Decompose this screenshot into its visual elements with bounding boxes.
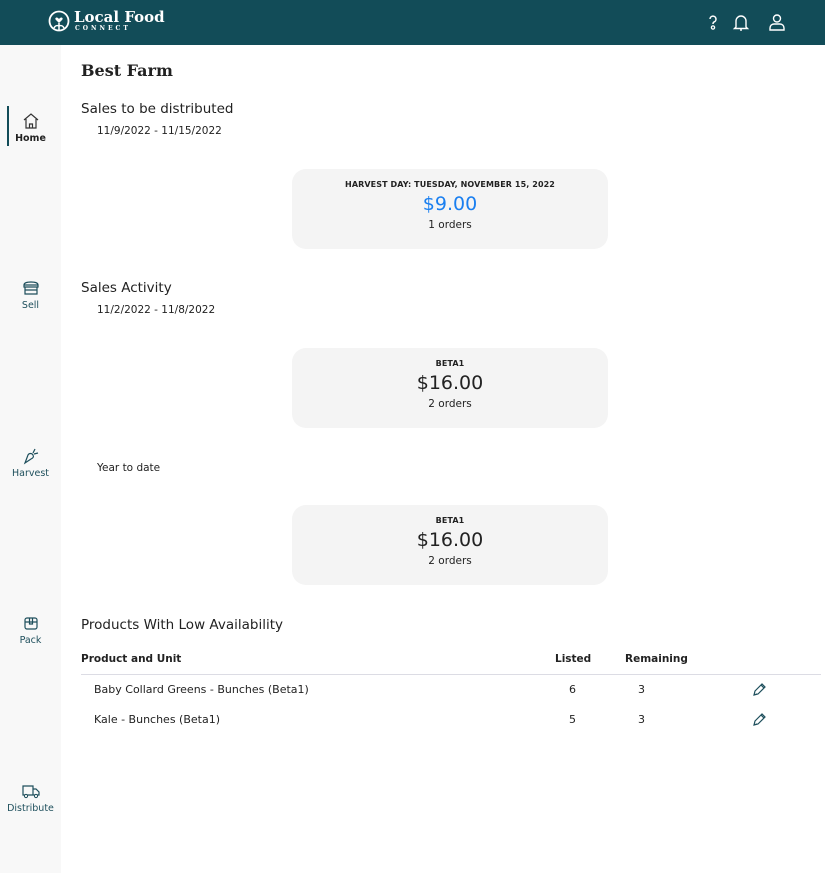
column-header-listed: Listed [555,653,592,665]
section-heading: Sales to be distributed [81,101,234,117]
bell-icon[interactable] [731,12,751,32]
divider [81,674,821,675]
home-icon [23,113,38,129]
sidebar-item-label: Distribute [7,803,54,814]
card-orders: 2 orders [428,398,472,410]
sidebar-item-home[interactable]: Home [0,106,61,146]
sidebar-item-label: Home [15,133,46,144]
sidebar: Home Sell Harvest Pack Distribute [0,45,61,873]
date-range: 11/9/2022 - 11/15/2022 [97,125,222,137]
card-label: BETA1 [435,516,465,525]
brand-sub: CONNECT [75,25,131,32]
page-title: Best Farm [81,61,173,80]
help-icon[interactable] [703,12,723,32]
card-amount: $16.00 [416,372,484,394]
listed-cell: 5 [569,713,576,726]
section-heading: Products With Low Availability [81,617,283,633]
card-orders: 1 orders [428,219,472,231]
card-amount: $9.00 [422,193,478,215]
sidebar-item-pack[interactable]: Pack [0,614,61,646]
sidebar-item-distribute[interactable]: Distribute [0,782,61,814]
card-orders: 2 orders [428,555,472,567]
sidebar-item-label: Pack [19,635,42,646]
box-icon [23,617,38,630]
activity-card[interactable]: BETA1 $16.00 2 orders [292,348,608,428]
card-label: HARVEST DAY: TUESDAY, NOVEMBER 15, 2022 [345,180,555,189]
truck-icon [21,785,40,799]
section-heading: Sales Activity [81,280,172,296]
sales-card[interactable]: HARVEST DAY: TUESDAY, NOVEMBER 15, 2022 … [292,169,608,249]
ytd-label: Year to date [97,462,161,474]
logo[interactable]: Local Food CONNECT [48,10,165,32]
column-header-product: Product and Unit [81,653,182,665]
date-range: 11/2/2022 - 11/8/2022 [97,304,216,316]
remaining-cell: 3 [638,683,645,696]
logo-icon [48,10,70,32]
card-label: BETA1 [435,359,465,368]
listed-cell: 6 [569,683,576,696]
carrot-icon [23,448,38,465]
edit-pencil-icon[interactable] [751,712,767,728]
remaining-cell: 3 [638,713,645,726]
sidebar-item-label: Harvest [11,468,49,479]
top-bar: Local Food CONNECT [0,0,825,45]
product-cell: Kale - Bunches (Beta1) [94,713,221,726]
storefront-icon [22,281,39,295]
ytd-card[interactable]: BETA1 $16.00 2 orders [292,505,608,585]
brand-name: Local Food [74,8,165,26]
sidebar-item-label: Sell [21,300,40,311]
edit-pencil-icon[interactable] [751,682,767,698]
sidebar-item-harvest[interactable]: Harvest [0,447,61,479]
card-amount: $16.00 [416,529,484,551]
sidebar-item-sell[interactable]: Sell [0,279,61,311]
column-header-remaining: Remaining [625,653,688,665]
product-cell: Baby Collard Greens - Bunches (Beta1) [94,683,309,696]
user-icon[interactable] [767,12,787,32]
